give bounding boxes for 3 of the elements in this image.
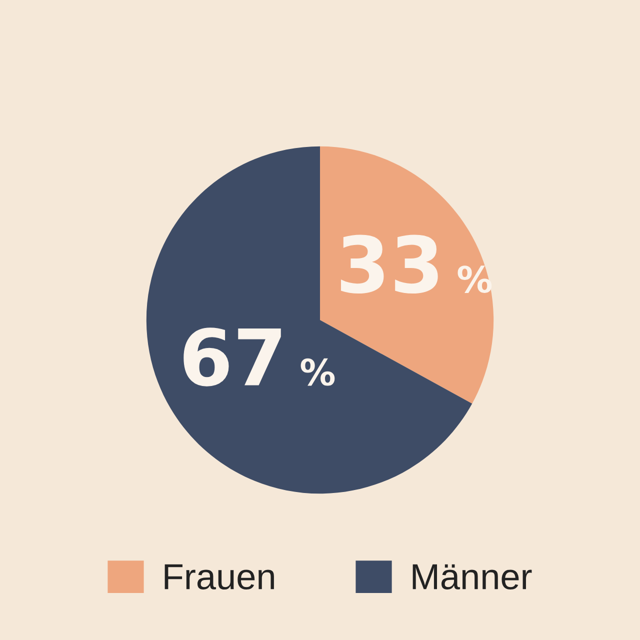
legend-label: Frauen <box>164 564 274 590</box>
legend-label: Männer <box>412 564 532 590</box>
data-label: 67 % <box>184 328 335 386</box>
